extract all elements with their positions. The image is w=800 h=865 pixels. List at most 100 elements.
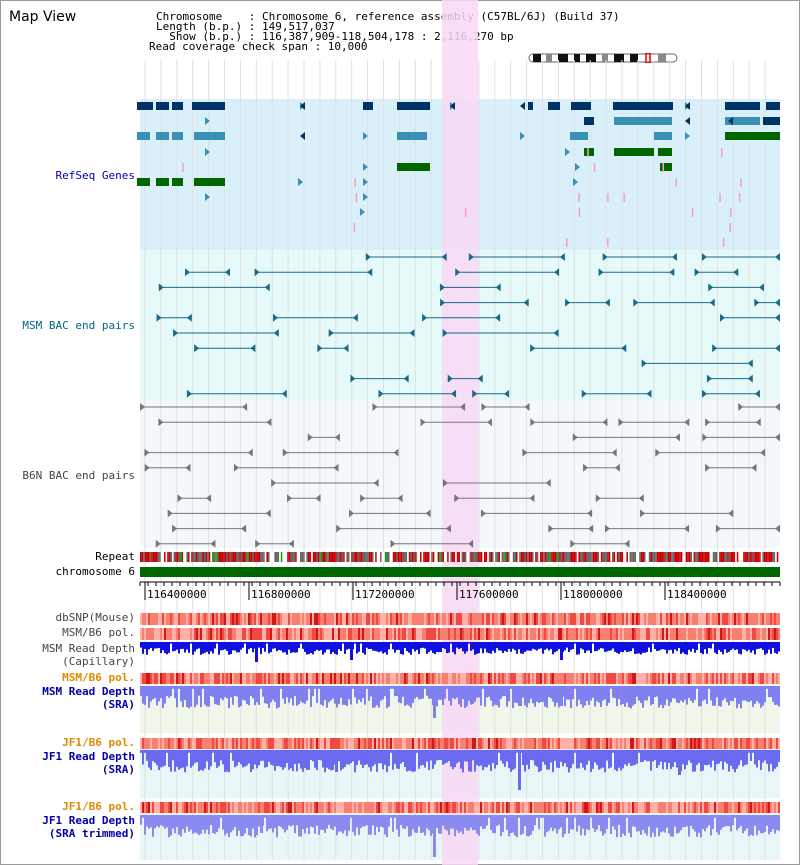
- depth-bar: [516, 815, 518, 838]
- depth-bar: [474, 642, 476, 655]
- depth-bar: [242, 815, 244, 837]
- polymorphism-cell: [538, 613, 540, 625]
- depth-bar: [562, 815, 564, 838]
- polymorphism-cell: [416, 738, 418, 749]
- track-label-dbsnp[interactable]: dbSNP(Mouse): [55, 611, 135, 624]
- polymorphism-cell: [234, 613, 236, 625]
- polymorphism-cell: [162, 673, 164, 684]
- polymorphism-cell: [308, 738, 310, 749]
- track-label-refseq[interactable]: RefSeq Genes: [55, 169, 135, 182]
- depth-bar: [438, 642, 440, 653]
- polymorphism-cell: [752, 628, 754, 640]
- polymorphism-cell: [730, 738, 732, 749]
- depth-bar: [228, 815, 230, 838]
- depth-bar: [206, 642, 208, 652]
- repeat-block: [754, 552, 756, 562]
- polymorphism-cell: [384, 802, 386, 813]
- polymorphism-cell: [734, 802, 736, 813]
- polymorphism-cell: [158, 738, 160, 749]
- track-label-jf1-depth-trim[interactable]: JF1 Read Depth: [42, 814, 135, 827]
- depth-bar: [464, 815, 466, 828]
- depth-bar: [174, 686, 176, 699]
- polymorphism-cell: [380, 738, 382, 749]
- repeat-block: [696, 552, 699, 562]
- repeat-block: [599, 552, 601, 562]
- polymorphism-cell: [478, 613, 480, 625]
- depth-bar: [332, 815, 334, 830]
- track-label-msm-pol[interactable]: MSM/B6 pol.: [62, 626, 135, 639]
- depth-bar: [428, 750, 430, 771]
- track-label-b6n-bac[interactable]: B6N BAC end pairs: [22, 469, 135, 482]
- chromosome-ideogram[interactable]: [528, 53, 680, 63]
- polymorphism-cell: [654, 613, 656, 625]
- repeat-block: [746, 552, 748, 562]
- polymorphism-cell: [618, 802, 620, 813]
- depth-bar: [336, 686, 338, 708]
- depth-bar: [140, 750, 142, 753]
- depth-bar: [330, 686, 332, 701]
- track-label-msm-depth-cap[interactable]: MSM Read Depth: [42, 642, 135, 655]
- track-label-jf1-depth-sra[interactable]: JF1 Read Depth: [42, 750, 135, 763]
- depth-bar: [356, 750, 358, 766]
- depth-bar: [638, 750, 640, 753]
- depth-bar: [398, 815, 400, 837]
- depth-bar: [508, 815, 510, 837]
- bac-pair: [442, 329, 559, 337]
- bac-pair: [328, 329, 415, 337]
- polymorphism-cell: [592, 673, 594, 684]
- depth-bar: [356, 686, 358, 704]
- polymorphism-cell: [628, 673, 630, 684]
- track-label-msm-bac[interactable]: MSM BAC end pairs: [22, 319, 135, 332]
- track-label-msm-pol-2[interactable]: MSM/B6 pol.: [62, 671, 135, 684]
- polymorphism-cell: [226, 673, 228, 684]
- polymorphism-cell: [644, 628, 646, 640]
- polymorphism-cell: [748, 802, 750, 813]
- polymorphism-cell: [370, 613, 372, 625]
- polymorphism-cell: [448, 628, 450, 640]
- depth-bar: [596, 686, 598, 702]
- depth-bar: [590, 686, 592, 701]
- polymorphism-cell: [252, 802, 254, 813]
- polymorphism-cell: [342, 613, 344, 625]
- track-label-repeat[interactable]: Repeat: [95, 550, 135, 563]
- polymorphism-cell: [696, 628, 698, 640]
- polymorphism-cell: [502, 738, 504, 749]
- polymorphism-cell: [312, 613, 314, 625]
- polymorphism-cell: [530, 613, 532, 625]
- depth-bar: [444, 686, 446, 699]
- polymorphism-cell: [438, 613, 440, 625]
- repeat-block: [346, 552, 348, 562]
- polymorphism-cell: [222, 802, 224, 813]
- track-label-jf1-pol[interactable]: JF1/B6 pol.: [62, 736, 135, 749]
- track-label-msm-depth-sra[interactable]: MSM Read Depth: [42, 685, 135, 698]
- repeat-block: [356, 552, 358, 562]
- depth-bar: [612, 642, 614, 649]
- polymorphism-cell: [346, 802, 348, 813]
- polymorphism-cell: [372, 802, 374, 813]
- depth-bar: [700, 750, 702, 772]
- polymorphism-cell: [564, 673, 566, 684]
- polymorphism-cell: [748, 738, 750, 749]
- polymorphism-cell: [736, 613, 738, 625]
- polymorphism-cell: [496, 628, 498, 640]
- polymorphism-cell: [336, 738, 338, 749]
- polymorphism-cell: [276, 613, 278, 625]
- depth-bar: [380, 686, 382, 701]
- polymorphism-cell: [646, 738, 648, 749]
- repeat-block: [580, 552, 582, 562]
- depth-bar: [754, 686, 756, 705]
- depth-bar: [354, 686, 356, 698]
- repeat-block: [303, 552, 305, 562]
- polymorphism-cell: [184, 628, 186, 640]
- pink-feature: [729, 208, 732, 217]
- polymorphism-cell: [414, 802, 416, 813]
- polymorphism-cell: [174, 738, 176, 749]
- track-label-jf1-pol-2[interactable]: JF1/B6 pol.: [62, 800, 135, 813]
- polymorphism-cell: [680, 802, 682, 813]
- polymorphism-cell: [322, 673, 324, 684]
- polymorphism-cell: [704, 673, 706, 684]
- depth-bar: [236, 642, 238, 653]
- polymorphism-cell: [440, 673, 442, 684]
- depth-bar: [534, 750, 536, 766]
